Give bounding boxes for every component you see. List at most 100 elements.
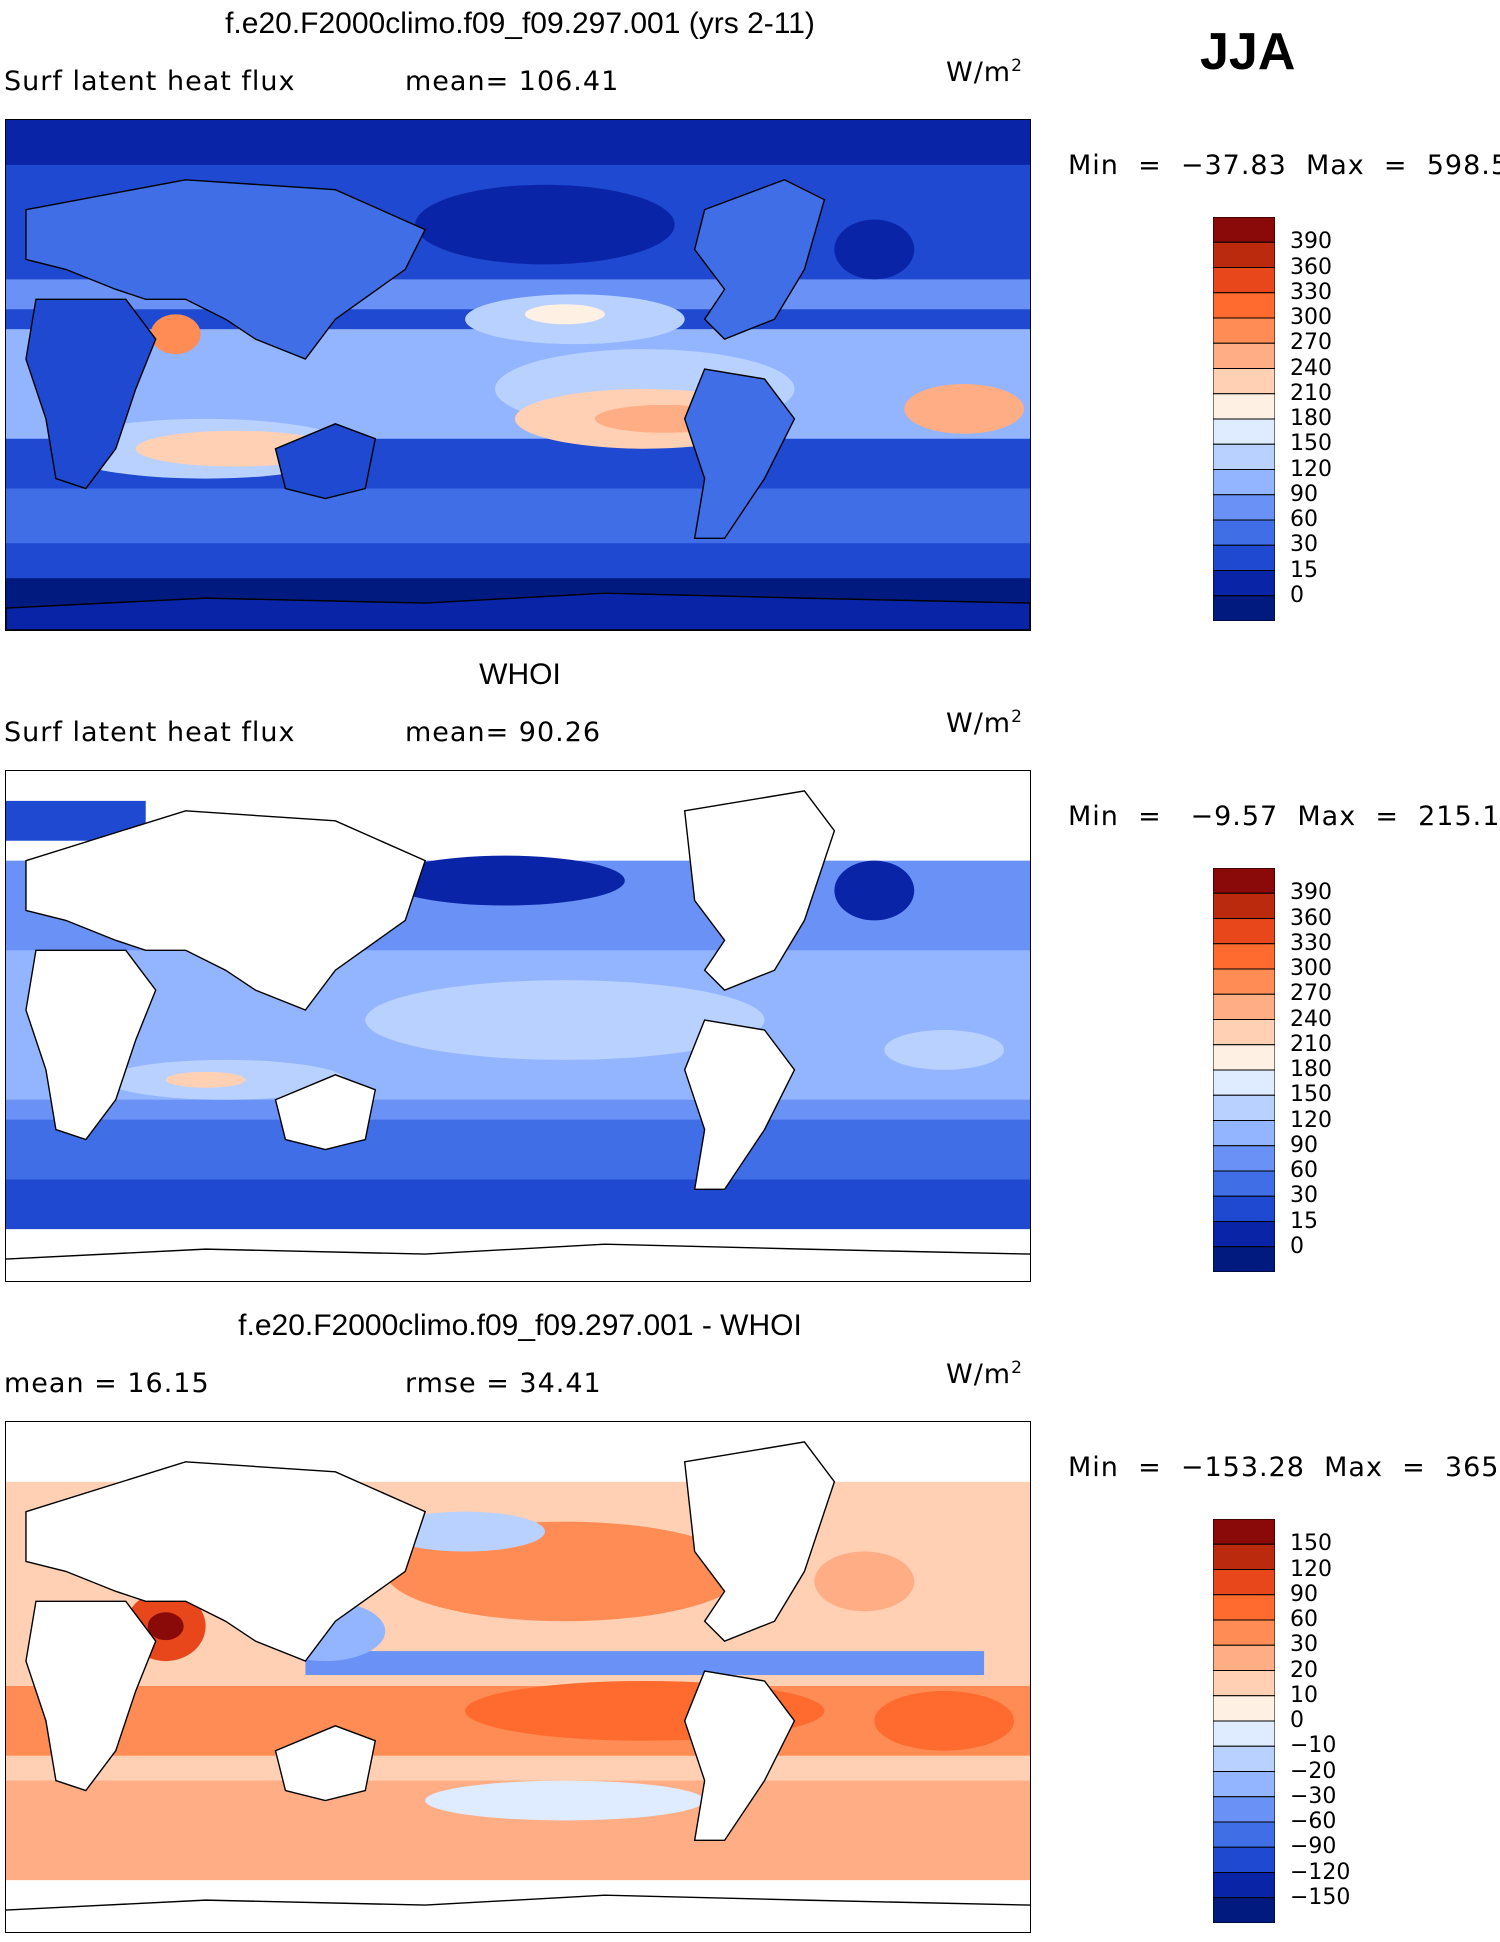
- colorbar-swatch: [1213, 1594, 1275, 1621]
- colorbar-swatch: [1213, 1897, 1275, 1923]
- colorbar-tick-label: 270: [1290, 981, 1332, 1007]
- model-panel: f.e20.F2000climo.f09_f09.297.001 (yrs 2-…: [0, 0, 1500, 640]
- units-label: W/m2: [946, 707, 1023, 739]
- colorbar-swatch: [1213, 217, 1275, 243]
- colorbar-swatch: [1213, 570, 1275, 597]
- variable-label: Surf latent heat flux: [4, 717, 296, 748]
- map-obs-field: [6, 771, 1030, 1281]
- colorbar-tick-label: 330: [1290, 279, 1332, 305]
- obs-panel: WHOI Surf latent heat flux mean= 90.26 W…: [0, 651, 1500, 1291]
- colorbar-tick-label: −10: [1290, 1733, 1337, 1759]
- colorbar-tick-label: 120: [1290, 456, 1332, 482]
- colorbar-tick-label: 60: [1290, 1158, 1318, 1183]
- colorbar: [1213, 217, 1275, 621]
- colorbar-swatch: [1213, 1246, 1275, 1272]
- colorbar-swatch: [1213, 993, 1275, 1020]
- colorbar-tick-label: 90: [1290, 1581, 1318, 1607]
- colorbar-swatch: [1213, 418, 1275, 445]
- colorbar-tick-label: 10: [1290, 1682, 1318, 1708]
- colorbar-tick-label: 0: [1290, 1708, 1304, 1733]
- colorbar-swatch: [1213, 943, 1275, 970]
- season-label: JJA: [1200, 23, 1296, 81]
- colorbar-swatch: [1213, 1695, 1275, 1722]
- map-difference: [5, 1421, 1031, 1933]
- colorbar-swatch: [1213, 241, 1275, 268]
- colorbar-swatch: [1213, 1195, 1275, 1222]
- rmse-label: rmse = 34.41: [405, 1368, 602, 1399]
- colorbar-swatch: [1213, 1019, 1275, 1046]
- map-obs: [5, 770, 1031, 1282]
- colorbar-tick-label: 210: [1290, 1031, 1332, 1057]
- colorbar-tick-label: 120: [1290, 1556, 1332, 1582]
- colorbar-swatch: [1213, 519, 1275, 546]
- colorbar-tick-label: 30: [1290, 1632, 1318, 1658]
- colorbar: [1213, 868, 1275, 1272]
- colorbar-swatch: [1213, 1221, 1275, 1248]
- colorbar-swatch: [1213, 1644, 1275, 1671]
- colorbar-tick-label: 60: [1290, 507, 1318, 532]
- colorbar-tick-label: 20: [1290, 1657, 1318, 1683]
- colorbar-swatch: [1213, 1872, 1275, 1899]
- colorbar-tick-label: 60: [1290, 1607, 1318, 1632]
- colorbar-swatch: [1213, 1543, 1275, 1570]
- colorbar-tick-label: 150: [1290, 1082, 1332, 1108]
- colorbar-tick-label: −20: [1290, 1758, 1337, 1784]
- colorbar-swatch: [1213, 368, 1275, 395]
- colorbar-swatch: [1213, 1145, 1275, 1172]
- panel-title: f.e20.F2000climo.f09_f09.297.001 (yrs 2-…: [225, 7, 815, 40]
- colorbar-swatch: [1213, 892, 1275, 919]
- colorbar-swatch: [1213, 595, 1275, 621]
- colorbar-swatch: [1213, 1846, 1275, 1873]
- colorbar-tick-label: 390: [1290, 229, 1332, 255]
- colorbar-tick-label: −90: [1290, 1834, 1337, 1860]
- colorbar-swatch: [1213, 1569, 1275, 1596]
- colorbar-swatch: [1213, 1720, 1275, 1747]
- colorbar-swatch: [1213, 1170, 1275, 1197]
- colorbar-tick-label: 150: [1290, 431, 1332, 457]
- colorbar-labels: 150 120 90 60 30 20 10 0 −10 −20 −30 −60 −90 −120 −150: [1290, 1519, 1370, 1923]
- colorbar-tick-label: 360: [1290, 905, 1332, 931]
- colorbar-swatch: [1213, 1821, 1275, 1848]
- colorbar-swatch: [1213, 544, 1275, 571]
- colorbar-swatch: [1213, 317, 1275, 344]
- min-max-readout: Min = −9.57 Max = 215.17: [1068, 801, 1500, 832]
- colorbar-swatch: [1213, 1745, 1275, 1772]
- map-model-field: [6, 120, 1030, 630]
- colorbar-tick-label: 240: [1290, 1006, 1332, 1032]
- colorbar-swatch: [1213, 968, 1275, 995]
- units-label: W/m2: [946, 1358, 1023, 1390]
- colorbar-swatch: [1213, 1094, 1275, 1121]
- units-label: W/m2: [946, 56, 1023, 88]
- colorbar-tick-label: 150: [1290, 1531, 1332, 1557]
- colorbar-tick-label: 90: [1290, 481, 1318, 507]
- colorbar-swatch: [1213, 918, 1275, 945]
- colorbar-tick-label: 270: [1290, 330, 1332, 356]
- colorbar-swatch: [1213, 1519, 1275, 1545]
- colorbar-tick-label: 120: [1290, 1107, 1332, 1133]
- colorbar-swatch: [1213, 1069, 1275, 1096]
- colorbar-tick-label: 360: [1290, 254, 1332, 280]
- colorbar-swatch: [1213, 292, 1275, 319]
- variable-label: Surf latent heat flux: [4, 66, 296, 97]
- colorbar-tick-label: −150: [1290, 1884, 1351, 1910]
- colorbar-labels: 390 360 330 300 270 240 210 180 150 120 90 60 30 15 0: [1290, 217, 1370, 621]
- mean-label: mean = 16.15: [4, 1368, 210, 1399]
- colorbar-tick-label: −30: [1290, 1783, 1337, 1809]
- colorbar-tick-label: 15: [1290, 557, 1318, 583]
- colorbar-swatch: [1213, 494, 1275, 521]
- mean-label: mean= 90.26: [405, 717, 602, 748]
- colorbar-tick-label: 210: [1290, 380, 1332, 406]
- colorbar-swatch: [1213, 1771, 1275, 1798]
- colorbar-tick-label: −60: [1290, 1809, 1337, 1834]
- colorbar-tick-label: 180: [1290, 406, 1332, 431]
- min-max-readout: Min = −37.83 Max = 598.56: [1068, 150, 1500, 181]
- colorbar-swatch: [1213, 393, 1275, 420]
- colorbar-tick-label: 390: [1290, 880, 1332, 906]
- colorbar-swatch: [1213, 1619, 1275, 1646]
- min-max-readout: Min = −153.28 Max = 365.63: [1068, 1452, 1500, 1483]
- colorbar-tick-label: 300: [1290, 305, 1332, 330]
- colorbar-tick-label: −120: [1290, 1859, 1351, 1885]
- colorbar-tick-label: 180: [1290, 1057, 1332, 1082]
- colorbar-swatch: [1213, 1670, 1275, 1697]
- colorbar-swatch: [1213, 342, 1275, 369]
